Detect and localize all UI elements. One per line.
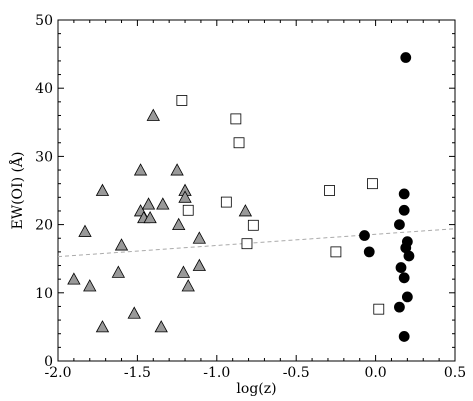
axes-frame — [57, 19, 456, 362]
x-axis-label: log(z) — [236, 381, 276, 397]
square-point — [241, 238, 253, 250]
circle-point — [394, 301, 405, 313]
triangle-point — [192, 231, 207, 244]
circle-point — [363, 246, 375, 258]
y-tick-label: 10 — [35, 286, 53, 302]
y-tick-label: 50 — [35, 13, 53, 29]
triangle-point — [67, 272, 81, 285]
square-point — [367, 178, 378, 190]
square-point — [220, 196, 232, 208]
x-tick-label: -2.0 — [45, 365, 72, 381]
square-point — [324, 185, 335, 196]
circle-point — [401, 291, 413, 303]
y-tick-label: 30 — [35, 149, 53, 165]
circle-point — [398, 188, 410, 200]
square-point — [247, 219, 259, 231]
triangle-point — [133, 163, 148, 176]
y-axis-label: EW(OI) (Å) — [8, 151, 26, 229]
circle-point — [398, 272, 410, 284]
x-tick-label: 0.0 — [364, 365, 386, 381]
triangle-point — [111, 265, 126, 278]
circle-point — [394, 219, 405, 231]
triangle-point — [154, 320, 168, 333]
triangle-point — [95, 183, 110, 196]
points-layer — [67, 52, 415, 342]
triangle-point — [127, 306, 141, 319]
triangle-point — [95, 320, 110, 333]
square-point — [233, 137, 245, 149]
y-tick-label: 20 — [35, 218, 53, 234]
triangle-point — [156, 197, 170, 210]
square-point — [330, 246, 342, 258]
fit-line — [57, 228, 456, 258]
square-point — [230, 113, 242, 125]
circle-point — [398, 204, 410, 216]
circle-point — [395, 262, 407, 273]
square-point — [182, 204, 194, 216]
triangle-point — [141, 197, 156, 210]
triangle-point — [146, 108, 160, 121]
triangle-point — [181, 279, 195, 292]
triangle-point — [83, 279, 97, 292]
x-tick-label: 0.5 — [444, 365, 466, 381]
triangle-point — [170, 163, 184, 176]
y-tick-label: 40 — [35, 81, 53, 97]
circle-point — [398, 331, 410, 342]
fit-line-layer — [57, 228, 456, 258]
triangle-point — [238, 204, 253, 217]
circle-point — [359, 230, 370, 241]
y-tick-label: 0 — [44, 354, 53, 370]
triangle-point — [172, 217, 186, 231]
x-tick-label: -1.0 — [203, 365, 230, 381]
ticks-layer: -2.0 -1.5 -1.0 -0.5 0.0 0.5 0 10 20 30 40 50 — [35, 13, 466, 381]
triangle-point — [192, 258, 207, 271]
triangle-point — [78, 224, 92, 237]
plot-frame — [57, 19, 456, 362]
triangle-point — [114, 238, 129, 251]
triangle-point — [176, 265, 191, 278]
triangle-point — [143, 210, 157, 224]
circle-point — [400, 52, 412, 63]
square-point — [373, 303, 385, 315]
triangle-point — [178, 190, 192, 203]
x-tick-label: -0.5 — [283, 365, 310, 381]
circle-point — [403, 250, 415, 262]
square-point — [176, 95, 188, 106]
x-tick-label: -1.5 — [124, 365, 151, 381]
